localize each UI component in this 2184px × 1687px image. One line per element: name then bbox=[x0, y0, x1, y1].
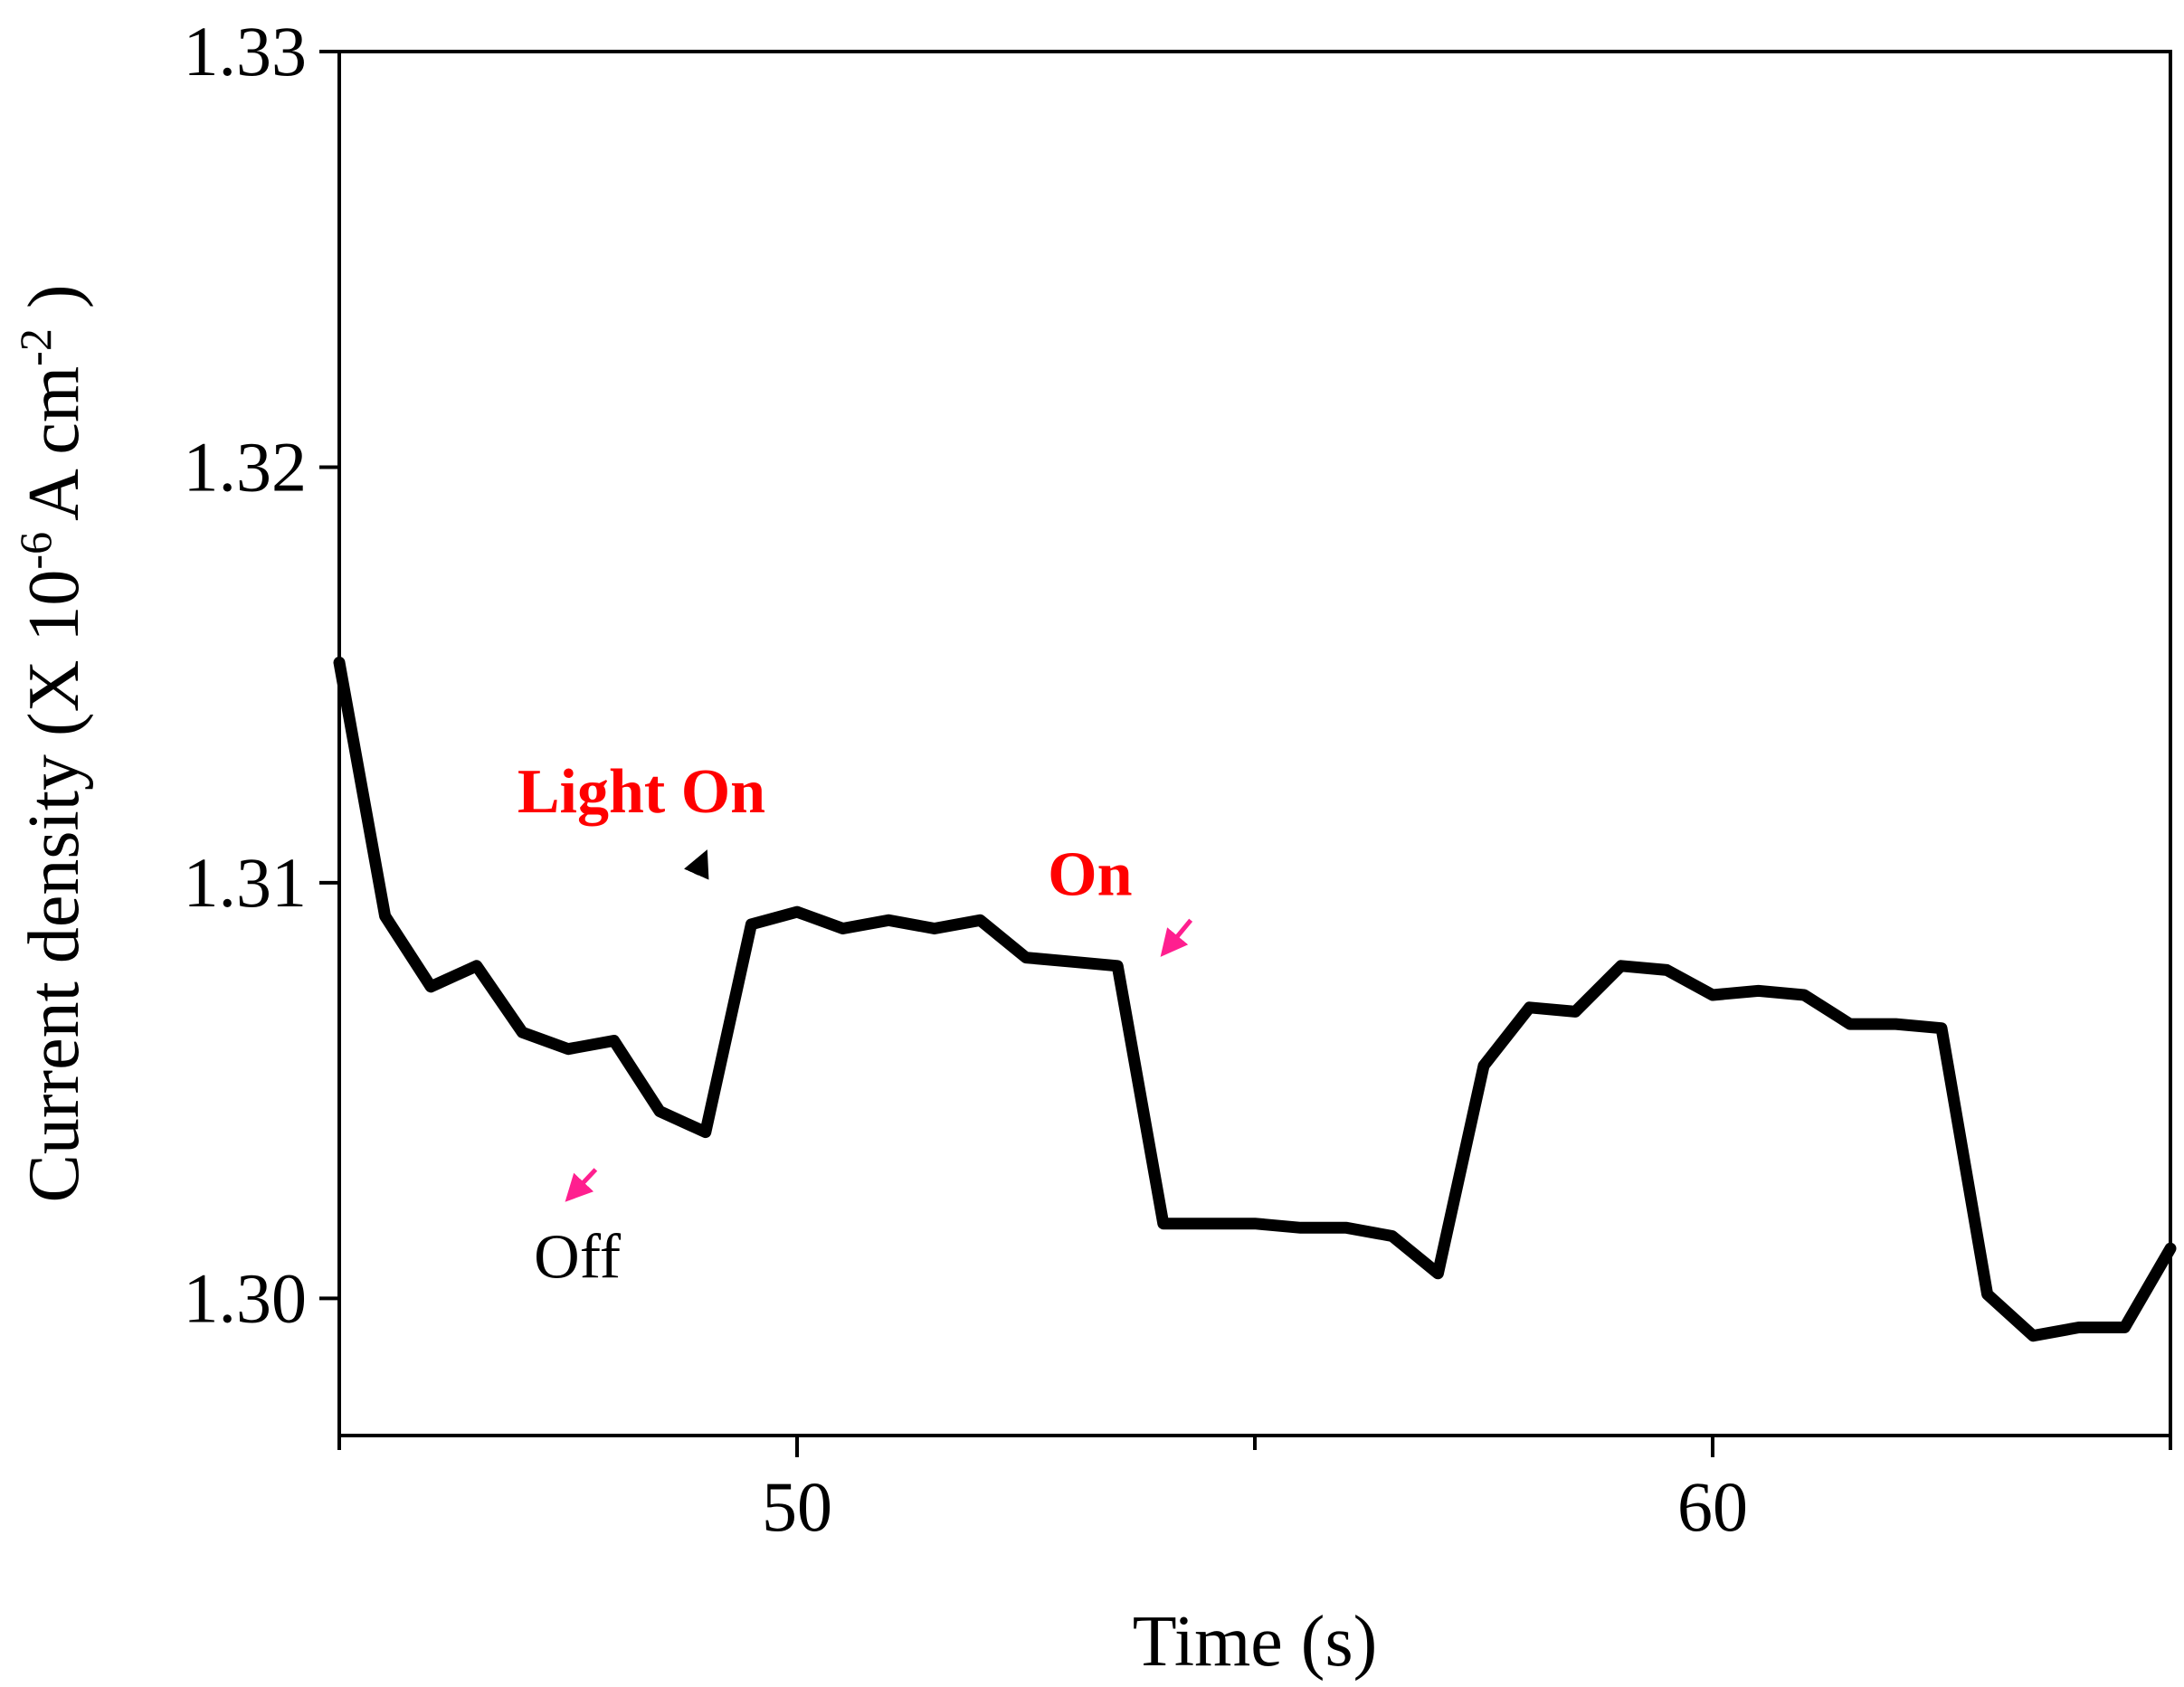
y-axis-label-middle: A cm bbox=[14, 366, 94, 521]
x-axis-ticks: 50 60 bbox=[337, 1436, 2172, 1546]
y-tick-label: 1.32 bbox=[184, 427, 308, 506]
plot-frame bbox=[337, 50, 2172, 1437]
y-axis-ticks: 1.30 1.31 1.32 1.33 bbox=[184, 12, 339, 1337]
y-axis-label-prefix: Current density (X 10 bbox=[14, 570, 94, 1203]
annotation-label: Off bbox=[534, 1222, 622, 1292]
y-axis-label-suffix: ) bbox=[14, 285, 94, 309]
y-axis-label: Current density (X 10-6 A cm-2) bbox=[10, 285, 94, 1203]
y-tick-label: 1.33 bbox=[184, 12, 308, 90]
y-axis-label-exp2: -2 bbox=[10, 328, 61, 366]
y-axis-label-exp1: -6 bbox=[10, 532, 61, 570]
x-tick-label: 50 bbox=[762, 1467, 832, 1546]
y-tick-label: 1.31 bbox=[184, 843, 308, 922]
annotation-arrow bbox=[683, 849, 709, 880]
annotation-arrow bbox=[565, 1168, 598, 1202]
annotation-arrow bbox=[1160, 918, 1193, 957]
x-axis-label: Time (s) bbox=[1133, 1602, 1377, 1682]
annotation-label: On bbox=[1048, 840, 1132, 910]
series-layer bbox=[333, 656, 2177, 1342]
y-tick-label: 1.30 bbox=[184, 1258, 308, 1337]
series-line bbox=[333, 656, 2177, 1342]
annotation-label: Light On bbox=[518, 757, 765, 827]
x-tick-label: 60 bbox=[1677, 1467, 1748, 1546]
annotations-layer: Light On On Off bbox=[518, 757, 1193, 1292]
